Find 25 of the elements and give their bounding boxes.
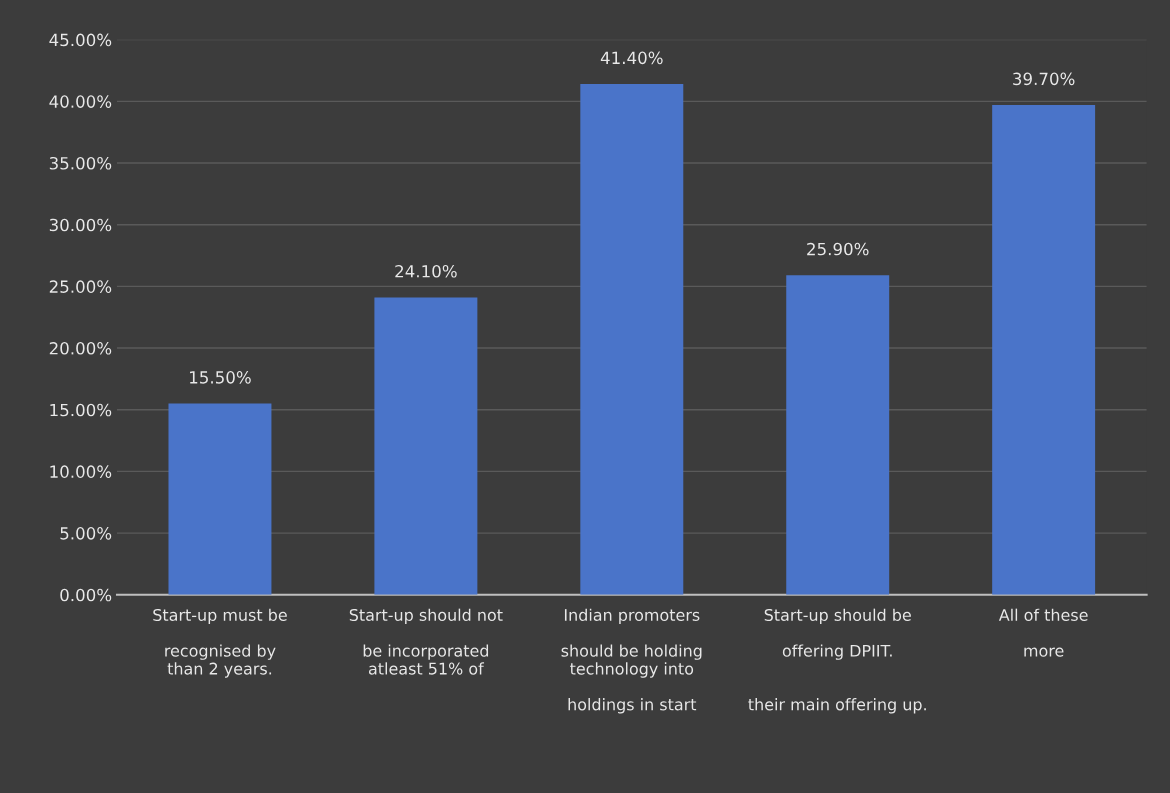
y-tick-label: 45.00% <box>49 33 112 47</box>
y-tick-label: 30.00% <box>49 218 112 232</box>
category-label: Start-up must be recognised by than 2 years. <box>153 608 287 678</box>
y-tick-label: 35.00% <box>49 156 112 170</box>
bar <box>992 105 1096 595</box>
bar <box>786 275 890 595</box>
y-tick-label: 20.00% <box>49 342 112 355</box>
category-label: Start-up should not be incorporated atleast 51% of <box>349 608 503 675</box>
data-label: 41.40% <box>600 51 663 65</box>
y-tick-label: 10.00% <box>50 465 112 478</box>
y-tick-label: 40.00% <box>49 95 112 108</box>
bar <box>580 84 684 595</box>
y-tick-label: 0.00% <box>60 588 112 602</box>
y-tick-label: 25.00% <box>49 280 112 293</box>
y-tick-label: 15.00% <box>50 403 112 417</box>
data-label: 24.10% <box>395 264 457 278</box>
bar <box>168 403 272 595</box>
category-label: Start-up should be offering DPIIT. their main offering up. <box>748 608 926 714</box>
data-label: 15.50% <box>190 371 251 384</box>
category-label: All of these more <box>998 608 1088 657</box>
data-label: 39.70% <box>1013 72 1075 86</box>
bar <box>374 297 478 595</box>
y-tick-label: 5.00% <box>60 527 112 540</box>
category-label: Indian promoters should be holding technology into holdings in start <box>561 608 702 714</box>
data-label: 25.90% <box>807 242 869 256</box>
